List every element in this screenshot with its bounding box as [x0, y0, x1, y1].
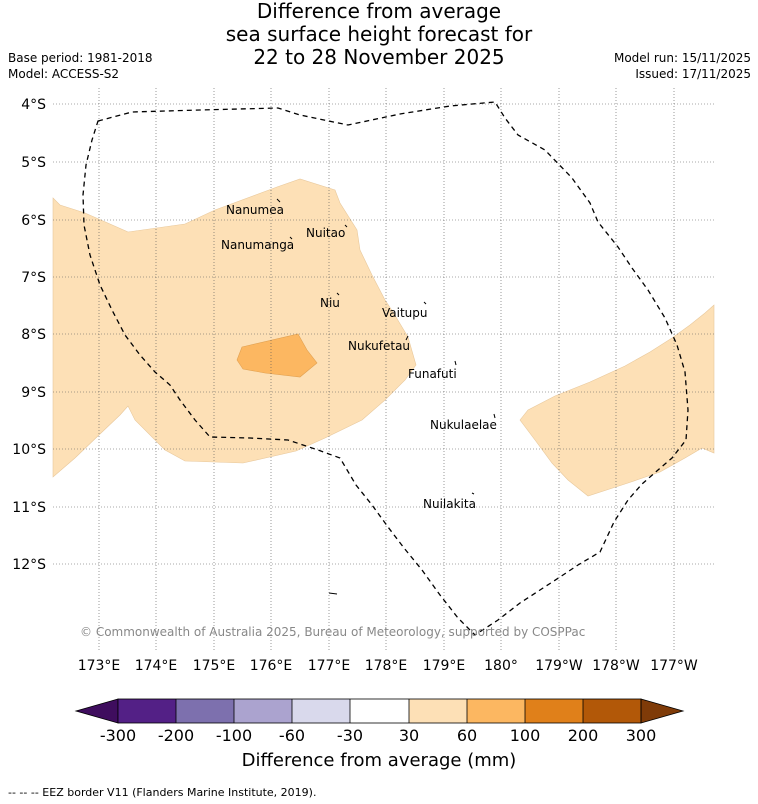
longitude-gridlines: [98, 88, 675, 650]
anomaly-region-30-60-west: [52, 178, 417, 478]
colorbar-segment-7: [467, 699, 525, 723]
lon-label-178e: 178°E: [365, 658, 408, 674]
colorbar-tick-3: -100: [216, 726, 252, 745]
colorbar-tick-5: -30: [337, 726, 363, 745]
island-label-nanumea: Nanumea: [226, 203, 284, 217]
colorbar-segment-5: [350, 699, 409, 723]
lat-label-9s: 9°S: [21, 385, 46, 401]
island-label-nukulaelae: Nukulaelae: [430, 418, 497, 432]
title-line-3: 22 to 28 November 2025: [253, 45, 505, 69]
island-label-niu: Niu: [320, 296, 340, 310]
colorbar-title: Difference from average (mm): [241, 750, 517, 771]
lon-label-174e: 174°E: [135, 658, 178, 674]
colorbar-segment-4: [292, 699, 350, 723]
colorbar-tick-9: 200: [568, 726, 599, 745]
island-label-nuilakita: Nuilakita: [423, 497, 476, 511]
colorbar-tick-6: 30: [399, 726, 419, 745]
lat-label-10s: 10°S: [12, 442, 46, 458]
lat-label-7s: 7°S: [21, 270, 46, 286]
colorbar-segment-2: [176, 699, 234, 723]
colorbar-tick-8: 100: [510, 726, 541, 745]
colorbar-tick-4: -60: [279, 726, 305, 745]
colorbar-segment-3: [234, 699, 292, 723]
base-period: Base period: 1981-2018: [8, 51, 153, 65]
lon-label-173e: 173°E: [78, 658, 121, 674]
colorbar: [74, 698, 685, 724]
title-line-2: sea surface height forecast for: [225, 22, 533, 46]
lon-label-175e: 175°E: [193, 658, 236, 674]
colorbar-segment-9: [583, 699, 641, 723]
lat-label-4s: 4°S: [21, 97, 46, 113]
colorbar-extend-high: [640, 698, 685, 724]
island-label-nukufetau: Nukufetau: [348, 339, 410, 353]
lat-label-11s: 11°S: [12, 500, 46, 516]
island-marks: [276, 198, 496, 595]
colorbar-segment-6: [409, 699, 467, 723]
eez-footnote: -- -- -- EEZ border V11 (Flanders Marine…: [8, 786, 317, 799]
lon-label-177e: 177°E: [308, 658, 351, 674]
island-label-nanumanga: Nanumanga: [221, 238, 294, 252]
lat-label-12s: 12°S: [12, 557, 46, 573]
lat-label-6s: 6°S: [21, 213, 46, 229]
latitude-gridlines: [53, 103, 714, 565]
colorbar-tick-7: 60: [457, 726, 477, 745]
colorbar-tick-10: 300: [626, 726, 657, 745]
colorbar-tick-1: -300: [100, 726, 136, 745]
lat-label-5s: 5°S: [21, 155, 46, 171]
lon-label-179e: 179°E: [423, 658, 466, 674]
eez-border: [82, 101, 689, 636]
colorbar-segment-8: [525, 699, 583, 723]
lon-label-177w: 177°W: [650, 658, 698, 674]
anomaly-region-60-100: [236, 333, 318, 378]
lon-label-179w: 179°W: [535, 658, 583, 674]
colorbar-tick-2: -200: [158, 726, 194, 745]
lat-label-8s: 8°S: [21, 327, 46, 343]
island-label-nuitao: Nuitao: [306, 226, 345, 240]
colorbar-extend-low: [74, 698, 119, 724]
colorbar-segment-1: [118, 699, 176, 723]
lon-label-176e: 176°E: [250, 658, 293, 674]
lon-label-178w: 178°W: [592, 658, 640, 674]
island-label-vaitupu: Vaitupu: [382, 306, 428, 320]
issued-date: Issued: 17/11/2025: [635, 67, 751, 81]
model-name: Model: ACCESS-S2: [8, 67, 120, 81]
model-run: Model run: 15/11/2025: [613, 51, 751, 65]
title-line-1: Difference from average: [256, 0, 502, 23]
lon-label-180: 180°: [484, 658, 518, 674]
island-label-funafuti: Funafuti: [408, 367, 457, 381]
copyright-notice: © Commonwealth of Australia 2025, Bureau…: [80, 625, 585, 639]
anomaly-region-30-60-east: [519, 304, 715, 497]
